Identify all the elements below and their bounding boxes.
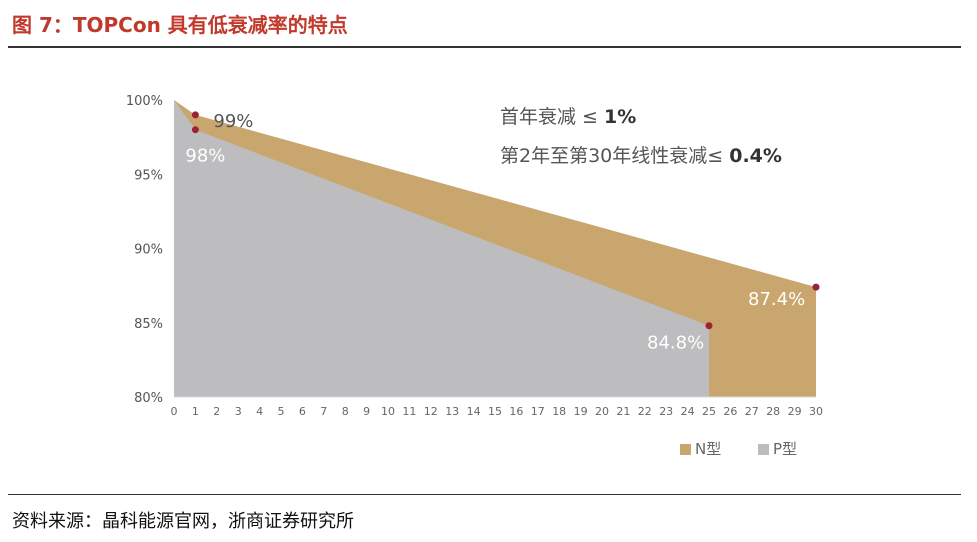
x-tick-label: 18 [552, 405, 566, 418]
source-note: 资料来源：晶科能源官网，浙商证券研究所 [12, 511, 354, 532]
x-tick-label: 12 [424, 405, 438, 418]
point-label: 98% [185, 146, 225, 167]
data-point [191, 126, 199, 134]
x-tick-label: 25 [702, 405, 716, 418]
x-tick-label: 22 [638, 405, 652, 418]
x-tick-label: 8 [342, 405, 349, 418]
legend-item-p-type: P型 [758, 438, 797, 459]
x-tick-label: 1 [192, 405, 199, 418]
title-divider [8, 46, 961, 48]
x-tick-label: 19 [574, 405, 588, 418]
x-tick-label: 21 [616, 405, 630, 418]
annotation-text: 首年衰减 ≤ 1% [500, 106, 636, 128]
x-tick-label: 5 [278, 405, 285, 418]
x-tick-label: 20 [595, 405, 609, 418]
point-label: 99% [213, 111, 253, 132]
x-tick-label: 30 [809, 405, 823, 418]
figure-title: 图 7：TOPCon 具有低衰减率的特点 [12, 13, 348, 37]
x-tick-label: 26 [723, 405, 737, 418]
y-tick-label: 85% [134, 317, 163, 332]
point-label: 87.4% [748, 289, 805, 310]
legend-swatch [758, 444, 769, 455]
point-label: 84.8% [647, 333, 704, 354]
area-p-type [174, 100, 709, 397]
x-tick-label: 3 [235, 405, 242, 418]
x-tick-label: 2 [213, 405, 220, 418]
annotation-text: 第2年至第30年线性衰减≤ 0.4% [500, 145, 782, 167]
x-tick-label: 7 [320, 405, 327, 418]
x-tick-label: 9 [363, 405, 370, 418]
data-point [812, 283, 820, 291]
legend-item-n-type: N型 [680, 438, 721, 459]
x-tick-label: 6 [299, 405, 306, 418]
x-tick-label: 29 [788, 405, 802, 418]
x-tick-label: 4 [256, 405, 263, 418]
y-tick-label: 95% [134, 168, 163, 183]
x-tick-label: 11 [402, 405, 416, 418]
y-tick-label: 80% [134, 391, 163, 406]
x-tick-label: 13 [445, 405, 459, 418]
x-tick-label: 14 [467, 405, 481, 418]
data-point [191, 111, 199, 119]
y-tick-label: 90% [134, 243, 163, 258]
x-tick-label: 16 [509, 405, 523, 418]
x-tick-label: 10 [381, 405, 395, 418]
y-tick-label: 100% [126, 94, 163, 109]
x-tick-label: 24 [681, 405, 695, 418]
data-point [705, 322, 713, 330]
legend-swatch [680, 444, 691, 455]
x-tick-label: 15 [488, 405, 502, 418]
x-tick-label: 17 [531, 405, 545, 418]
legend-label: P型 [773, 440, 798, 458]
x-tick-label: 27 [745, 405, 759, 418]
x-tick-label: 23 [659, 405, 673, 418]
x-tick-label: 28 [766, 405, 780, 418]
source-divider [8, 494, 961, 495]
x-tick-label: 0 [171, 405, 178, 418]
legend-label: N型 [695, 440, 722, 458]
